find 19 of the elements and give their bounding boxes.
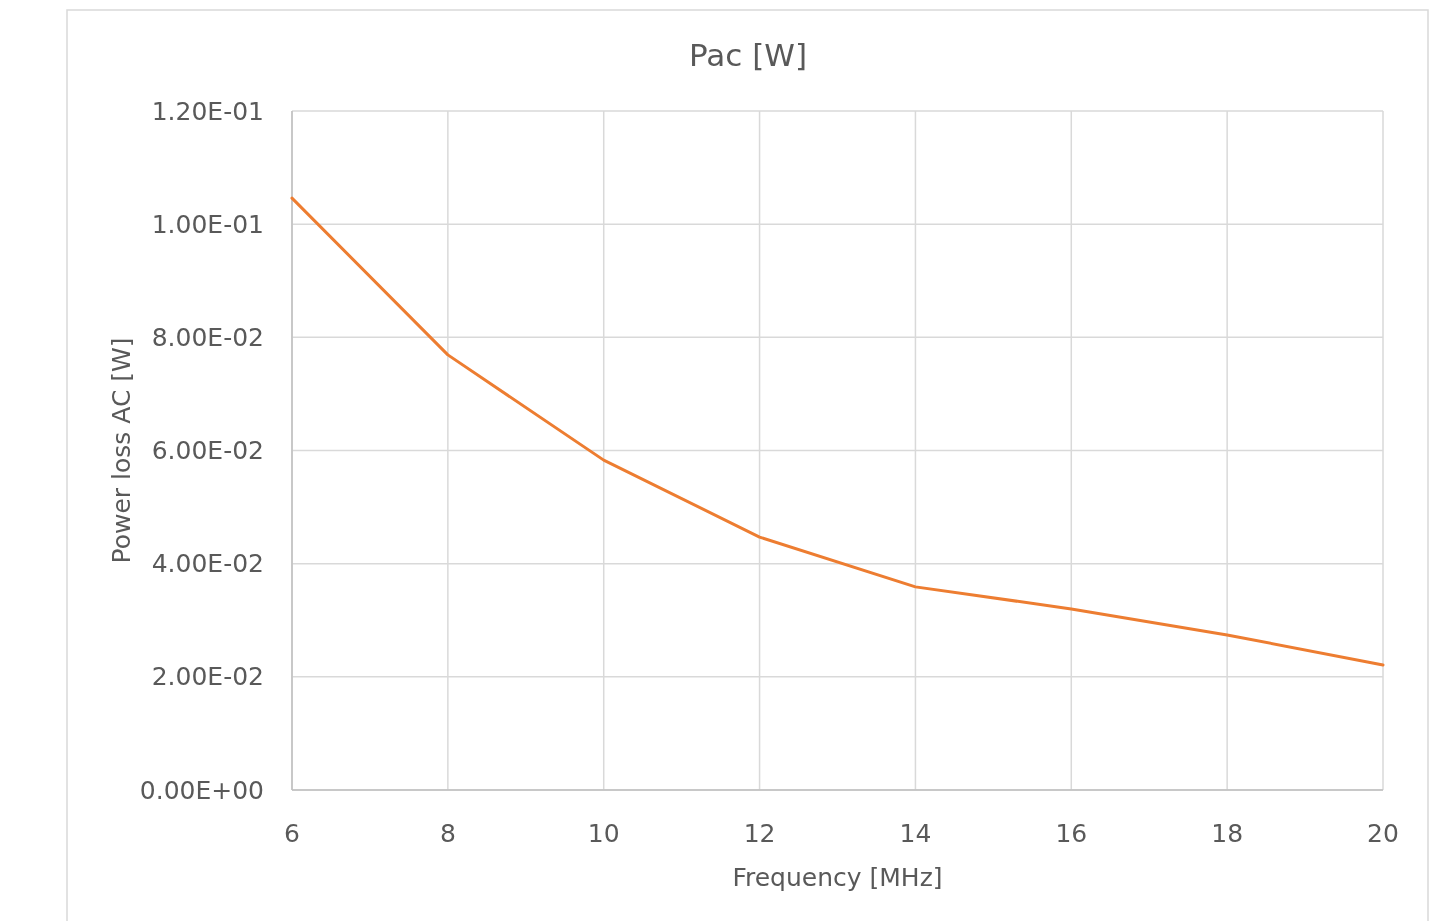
y-tick-label: 6.00E-02	[151, 436, 264, 465]
y-tick-label: 1.00E-01	[151, 209, 264, 239]
y-axis-title: Power loss AC [W]	[106, 337, 136, 564]
x-tick-label: 18	[1211, 818, 1244, 848]
x-tick-label: 8	[439, 818, 456, 848]
y-tick-label: 8.00E-02	[151, 322, 264, 352]
x-tick-label: 14	[899, 818, 932, 848]
y-tick-label: 0.00E+00	[139, 775, 264, 805]
x-tick-label: 10	[587, 818, 620, 848]
y-tick-label: 1.20E-01	[151, 96, 264, 126]
chart-title: Pac [W]	[688, 37, 808, 73]
x-tick-label: 12	[743, 818, 776, 848]
y-tick-label: 2.00E-02	[151, 662, 264, 692]
x-axis-title: Frequency [MHz]	[732, 862, 943, 892]
line-series	[290, 196, 1385, 667]
y-tick-label: 4.00E-02	[151, 549, 264, 579]
x-tick-label: 20	[1367, 818, 1399, 848]
x-tick-label: 6	[284, 818, 300, 848]
x-tick-label: 16	[1055, 818, 1088, 848]
